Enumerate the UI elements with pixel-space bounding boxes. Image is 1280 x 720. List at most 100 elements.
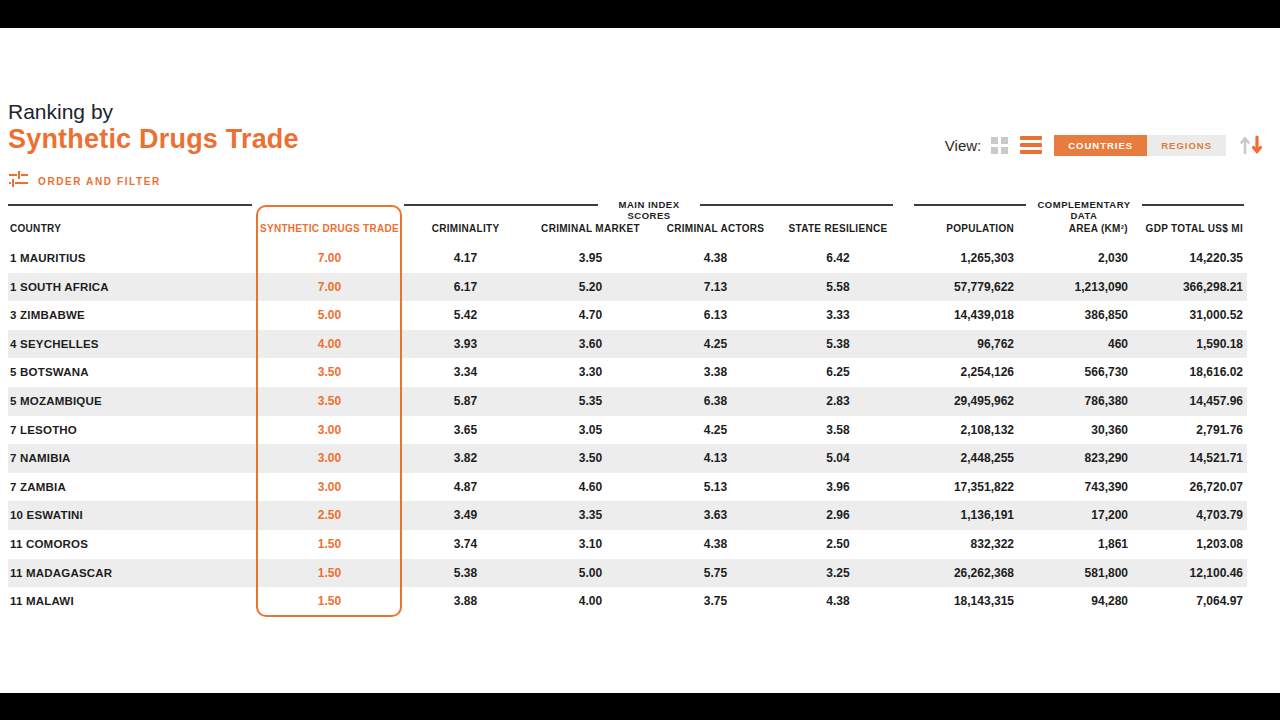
- column-header-criminal-market[interactable]: CRIMINAL MARKET: [528, 221, 653, 236]
- group-label-complementary-data: COMPLEMENTARY DATA: [1026, 199, 1142, 221]
- table-row[interactable]: 7 ZAMBIA 3.00 4.87 4.60 5.13 3.96 17,351…: [8, 473, 1247, 502]
- population-value: 29,495,962: [898, 387, 1018, 416]
- population-value: 96,762: [898, 330, 1018, 359]
- gdp-value: 2,791.76: [1132, 416, 1247, 445]
- synthetic-drugs-trade-value: 3.00: [256, 473, 403, 502]
- synthetic-drugs-trade-value: 1.50: [256, 530, 403, 559]
- criminal-actors-value: 7.13: [653, 273, 778, 302]
- state-resilience-value: 2.50: [778, 530, 898, 559]
- area-value: 743,390: [1018, 473, 1132, 502]
- sort-direction-button[interactable]: [1238, 135, 1264, 155]
- page-title-prefix: Ranking by: [8, 100, 113, 124]
- criminality-value: 3.82: [403, 444, 528, 473]
- criminal-actors-value: 4.38: [653, 530, 778, 559]
- table-row[interactable]: 7 NAMIBIA 3.00 3.82 3.50 4.13 5.04 2,448…: [8, 444, 1247, 473]
- synthetic-drugs-trade-value: 5.00: [256, 301, 403, 330]
- table-row[interactable]: 1 MAURITIUS 7.00 4.17 3.95 4.38 6.42 1,2…: [8, 244, 1247, 273]
- table-row[interactable]: 11 COMOROS 1.50 3.74 3.10 4.38 2.50 832,…: [8, 530, 1247, 559]
- area-value: 2,030: [1018, 244, 1132, 273]
- criminality-value: 5.87: [403, 387, 528, 416]
- order-and-filter-button[interactable]: ORDER AND FILTER: [8, 170, 161, 192]
- area-value: 460: [1018, 330, 1132, 359]
- criminality-value: 4.87: [403, 473, 528, 502]
- column-header-criminality[interactable]: CRIMINALITY: [403, 221, 528, 236]
- table-row[interactable]: 3 ZIMBABWE 5.00 5.42 4.70 6.13 3.33 14,4…: [8, 301, 1247, 330]
- criminal-market-value: 5.00: [528, 559, 653, 588]
- country-name: ZIMBABWE: [20, 309, 85, 321]
- criminal-actors-value: 3.38: [653, 358, 778, 387]
- rank-value: 1: [10, 252, 17, 264]
- column-header-synthetic-drugs-trade[interactable]: SYNTHETIC DRUGS TRADE: [256, 221, 403, 236]
- synthetic-drugs-trade-value: 7.00: [256, 273, 403, 302]
- criminal-actors-value: 3.75: [653, 587, 778, 616]
- table-header-row: COUNTRY SYNTHETIC DRUGS TRADE CRIMINALIT…: [8, 221, 1247, 236]
- rank-value: 11: [10, 595, 23, 607]
- area-value: 786,380: [1018, 387, 1132, 416]
- table-row[interactable]: 11 MADAGASCAR 1.50 5.38 5.00 5.75 3.25 2…: [8, 559, 1247, 588]
- criminal-market-value: 3.05: [528, 416, 653, 445]
- rule-segment: [1142, 204, 1244, 206]
- country-cell: 11 COMOROS: [8, 530, 256, 559]
- criminality-value: 3.34: [403, 358, 528, 387]
- population-value: 2,448,255: [898, 444, 1018, 473]
- criminal-market-value: 5.20: [528, 273, 653, 302]
- gdp-value: 4,703.79: [1132, 501, 1247, 530]
- synthetic-drugs-trade-value: 3.50: [256, 387, 403, 416]
- column-header-state-resilience[interactable]: STATE RESILIENCE: [778, 221, 898, 236]
- column-header-population[interactable]: POPULATION: [898, 221, 1018, 236]
- column-header-country[interactable]: COUNTRY: [8, 221, 256, 236]
- criminal-market-value: 4.00: [528, 587, 653, 616]
- state-resilience-value: 6.42: [778, 244, 898, 273]
- area-value: 1,861: [1018, 530, 1132, 559]
- grid-view-icon: [991, 137, 998, 144]
- table-row[interactable]: 7 LESOTHO 3.00 3.65 3.05 4.25 3.58 2,108…: [8, 416, 1247, 445]
- country-cell: 3 ZIMBABWE: [8, 301, 256, 330]
- synthetic-drugs-trade-value: 1.50: [256, 559, 403, 588]
- criminality-value: 3.49: [403, 501, 528, 530]
- criminal-actors-value: 4.38: [653, 244, 778, 273]
- rank-value: 4: [10, 338, 17, 350]
- country-name: MOZAMBIQUE: [20, 395, 102, 407]
- state-resilience-value: 3.25: [778, 559, 898, 588]
- list-view-button[interactable]: [1020, 136, 1042, 154]
- table-row[interactable]: 4 SEYCHELLES 4.00 3.93 3.60 4.25 5.38 96…: [8, 330, 1247, 359]
- table-row[interactable]: 10 ESWATINI 2.50 3.49 3.35 3.63 2.96 1,1…: [8, 501, 1247, 530]
- rank-value: 10: [10, 509, 23, 521]
- column-header-area[interactable]: AREA (KM²): [1018, 221, 1132, 236]
- synthetic-drugs-trade-value: 3.50: [256, 358, 403, 387]
- criminal-market-value: 3.35: [528, 501, 653, 530]
- criminal-actors-value: 4.13: [653, 444, 778, 473]
- table-row[interactable]: 5 MOZAMBIQUE 3.50 5.87 5.35 6.38 2.83 29…: [8, 387, 1247, 416]
- area-value: 386,850: [1018, 301, 1132, 330]
- rank-value: 11: [10, 538, 23, 550]
- state-resilience-value: 2.96: [778, 501, 898, 530]
- rank-value: 5: [10, 366, 17, 378]
- table-row[interactable]: 11 MALAWI 1.50 3.88 4.00 3.75 4.38 18,14…: [8, 587, 1247, 616]
- area-value: 17,200: [1018, 501, 1132, 530]
- page-title: Synthetic Drugs Trade: [8, 124, 299, 155]
- countries-tab[interactable]: COUNTRIES: [1054, 135, 1147, 156]
- gdp-value: 26,720.07: [1132, 473, 1247, 502]
- grid-view-button[interactable]: [991, 137, 1008, 154]
- table-row[interactable]: 1 SOUTH AFRICA 7.00 6.17 5.20 7.13 5.58 …: [8, 273, 1247, 302]
- column-header-criminal-actors[interactable]: CRIMINAL ACTORS: [653, 221, 778, 236]
- criminal-actors-value: 3.63: [653, 501, 778, 530]
- letterbox-top: [0, 0, 1280, 28]
- table-row[interactable]: 5 BOTSWANA 3.50 3.34 3.30 3.38 6.25 2,25…: [8, 358, 1247, 387]
- gdp-value: 18,616.02: [1132, 358, 1247, 387]
- country-name: NAMIBIA: [20, 452, 71, 464]
- group-label-main-index-scores: MAIN INDEX SCORES: [598, 199, 700, 221]
- letterbox-bottom: [0, 693, 1280, 720]
- population-value: 14,439,018: [898, 301, 1018, 330]
- country-cell: 1 MAURITIUS: [8, 244, 256, 273]
- gdp-value: 12,100.46: [1132, 559, 1247, 588]
- state-resilience-value: 3.33: [778, 301, 898, 330]
- area-value: 823,290: [1018, 444, 1132, 473]
- area-value: 94,280: [1018, 587, 1132, 616]
- area-value: 30,360: [1018, 416, 1132, 445]
- column-header-gdp[interactable]: GDP TOTAL US$ MI: [1132, 221, 1247, 236]
- country-name: ZAMBIA: [20, 481, 66, 493]
- rank-value: 1: [10, 281, 17, 293]
- population-value: 832,322: [898, 530, 1018, 559]
- regions-tab[interactable]: REGIONS: [1147, 135, 1226, 156]
